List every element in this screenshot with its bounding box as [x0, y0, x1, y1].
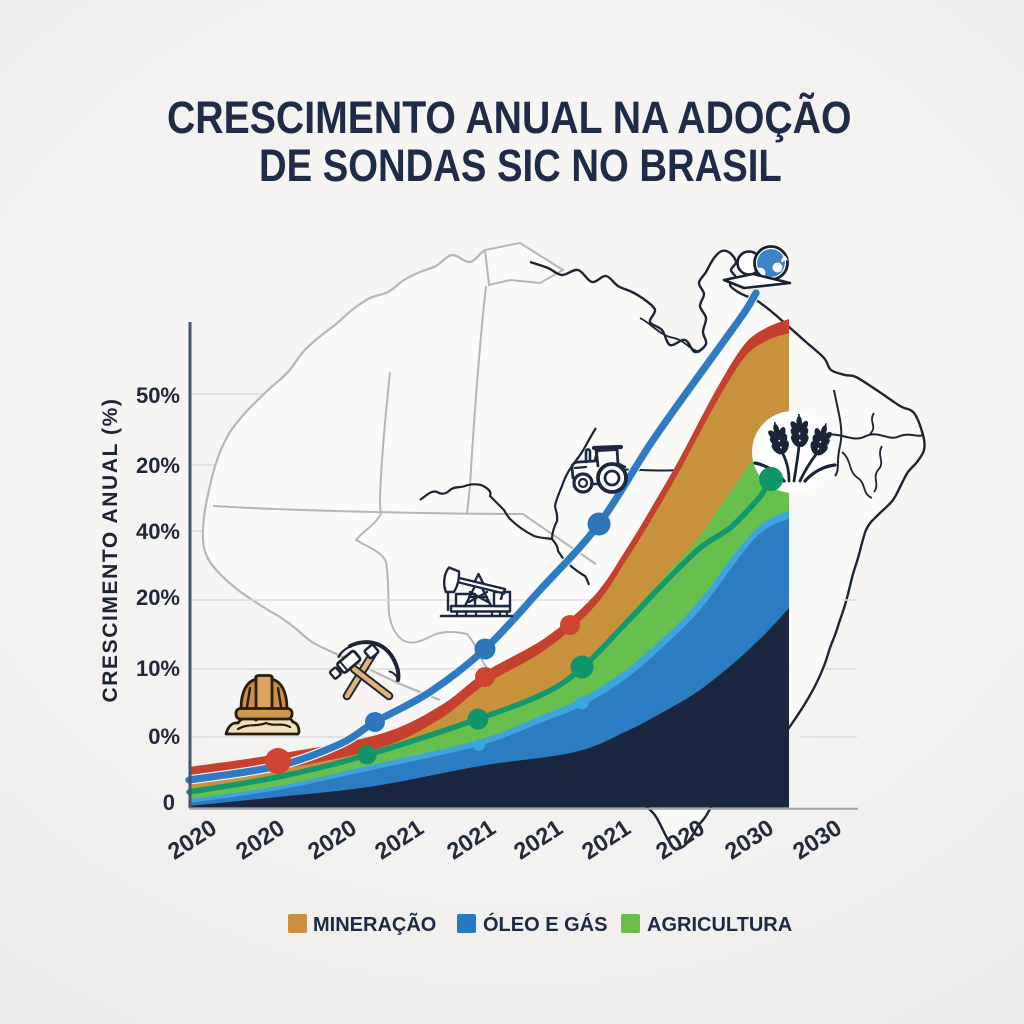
svg-text:0: 0: [163, 790, 175, 815]
svg-text:2020: 2020: [163, 814, 221, 864]
svg-text:0%: 0%: [148, 724, 180, 749]
svg-text:2021: 2021: [509, 814, 567, 864]
svg-text:20%: 20%: [136, 585, 180, 610]
svg-text:2020: 2020: [303, 814, 361, 864]
svg-text:10%: 10%: [136, 656, 180, 681]
svg-text:CRESCIMENTO ANUAL (%): CRESCIMENTO ANUAL (%): [99, 397, 122, 702]
svg-text:2021: 2021: [442, 814, 500, 864]
svg-text:20%: 20%: [136, 453, 180, 478]
svg-text:2021: 2021: [370, 814, 428, 864]
svg-text:2030: 2030: [788, 814, 846, 864]
svg-text:40%: 40%: [136, 519, 180, 544]
svg-text:2020: 2020: [231, 814, 289, 864]
svg-text:50%: 50%: [136, 383, 180, 408]
svg-text:2030: 2030: [720, 814, 778, 864]
svg-text:2021: 2021: [577, 814, 635, 864]
